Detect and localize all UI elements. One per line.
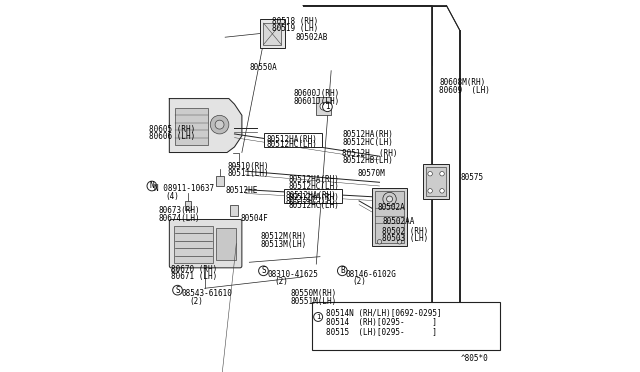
Text: 80502 (RH): 80502 (RH) [383, 227, 429, 236]
Text: 80674(LH): 80674(LH) [158, 214, 200, 223]
Text: 80609  (LH): 80609 (LH) [439, 86, 490, 94]
Text: 80511(LH): 80511(LH) [227, 169, 269, 178]
Text: 80550M(RH): 80550M(RH) [291, 289, 337, 298]
Text: 80514  (RH)[0295-      ]: 80514 (RH)[0295- ] [326, 318, 436, 327]
FancyBboxPatch shape [264, 23, 282, 45]
FancyBboxPatch shape [312, 302, 500, 350]
Text: 80512HA(RH): 80512HA(RH) [286, 191, 337, 200]
Text: B: B [340, 266, 344, 275]
FancyBboxPatch shape [372, 188, 408, 246]
Circle shape [378, 240, 381, 244]
Text: 80519 (LH): 80519 (LH) [271, 24, 318, 33]
Circle shape [440, 189, 444, 193]
Text: (2): (2) [353, 277, 367, 286]
Text: S: S [261, 266, 266, 275]
Text: 80512HB(LH): 80512HB(LH) [342, 156, 393, 165]
Text: 08146-6102G: 08146-6102G [346, 270, 396, 279]
FancyBboxPatch shape [216, 176, 224, 186]
Text: 80512HE: 80512HE [225, 186, 257, 195]
Text: S: S [175, 286, 180, 295]
Text: 80670 (RH): 80670 (RH) [172, 265, 218, 274]
Text: 80512M(RH): 80512M(RH) [260, 232, 307, 241]
Circle shape [147, 181, 157, 191]
Text: 80512HA(RH): 80512HA(RH) [266, 135, 317, 144]
Text: 80510(RH): 80510(RH) [227, 162, 269, 171]
Text: 80502AB: 80502AB [296, 33, 328, 42]
Text: 80600J(RH): 80600J(RH) [294, 89, 340, 98]
FancyBboxPatch shape [426, 167, 445, 196]
Text: 80514N (RH/LH)[0692-0295]: 80514N (RH/LH)[0692-0295] [326, 309, 441, 318]
FancyBboxPatch shape [174, 226, 213, 263]
Text: ^805*0: ^805*0 [461, 354, 488, 363]
FancyBboxPatch shape [216, 228, 236, 260]
Text: 80605 (RH): 80605 (RH) [149, 125, 195, 134]
FancyBboxPatch shape [170, 219, 242, 268]
Circle shape [397, 240, 402, 244]
Text: 80550A: 80550A [250, 63, 277, 72]
Text: N 08911-10637: N 08911-10637 [154, 184, 214, 193]
Text: 80671 (LH): 80671 (LH) [172, 272, 218, 281]
Text: 80575: 80575 [461, 173, 484, 182]
FancyBboxPatch shape [184, 201, 191, 210]
Circle shape [172, 267, 179, 274]
Text: 80512HC(LH): 80512HC(LH) [342, 138, 393, 147]
Text: (2): (2) [189, 297, 203, 306]
Text: 80512H  (RH): 80512H (RH) [342, 149, 398, 158]
Circle shape [428, 171, 433, 176]
Text: 80518 (RH): 80518 (RH) [271, 17, 318, 26]
Text: 80512HC(LH): 80512HC(LH) [289, 201, 339, 210]
Text: 80512HA(RH): 80512HA(RH) [289, 175, 339, 184]
Text: 1: 1 [316, 314, 321, 320]
Text: 80570M: 80570M [357, 169, 385, 178]
Circle shape [337, 266, 347, 276]
Text: 80504F: 80504F [240, 214, 268, 223]
FancyBboxPatch shape [264, 133, 322, 147]
Text: 80515  (LH)[0295-      ]: 80515 (LH)[0295- ] [326, 328, 436, 337]
Text: 80606 (LH): 80606 (LH) [149, 132, 195, 141]
FancyBboxPatch shape [424, 164, 449, 199]
Text: 80551M(LH): 80551M(LH) [291, 297, 337, 306]
Text: 80608M(RH): 80608M(RH) [439, 78, 485, 87]
Circle shape [259, 266, 268, 276]
Text: 1: 1 [325, 102, 330, 111]
Circle shape [215, 120, 224, 129]
Text: 80512HA(RH): 80512HA(RH) [289, 193, 339, 202]
Text: 80512HC(LH): 80512HC(LH) [289, 182, 339, 191]
Circle shape [320, 103, 328, 110]
Circle shape [173, 285, 182, 295]
Text: 80673(RH): 80673(RH) [158, 206, 200, 215]
Circle shape [387, 196, 392, 202]
Text: 80512HC(LH): 80512HC(LH) [266, 140, 317, 149]
Text: 80513M(LH): 80513M(LH) [260, 240, 307, 249]
Circle shape [428, 189, 433, 193]
Text: (4): (4) [166, 192, 179, 201]
Text: 80512HC(LH): 80512HC(LH) [286, 197, 337, 206]
FancyBboxPatch shape [284, 189, 342, 203]
Text: 80502AA: 80502AA [383, 217, 415, 225]
Text: 80502A: 80502A [378, 203, 405, 212]
FancyBboxPatch shape [175, 108, 209, 145]
Text: 08310-41625: 08310-41625 [267, 270, 318, 279]
Circle shape [314, 312, 323, 321]
Circle shape [440, 171, 444, 176]
Text: 80503 (LH): 80503 (LH) [383, 234, 429, 243]
Text: N: N [150, 182, 154, 190]
Text: 08543-61610: 08543-61610 [182, 289, 232, 298]
Text: 80512HA(RH): 80512HA(RH) [342, 130, 393, 139]
FancyBboxPatch shape [230, 205, 238, 216]
FancyBboxPatch shape [375, 191, 404, 243]
Text: (2): (2) [275, 277, 289, 286]
Text: 80601J(LH): 80601J(LH) [294, 97, 340, 106]
FancyBboxPatch shape [316, 97, 331, 115]
Polygon shape [170, 99, 242, 153]
Circle shape [211, 115, 229, 134]
FancyBboxPatch shape [260, 19, 285, 48]
Circle shape [323, 102, 332, 112]
Circle shape [383, 192, 396, 206]
